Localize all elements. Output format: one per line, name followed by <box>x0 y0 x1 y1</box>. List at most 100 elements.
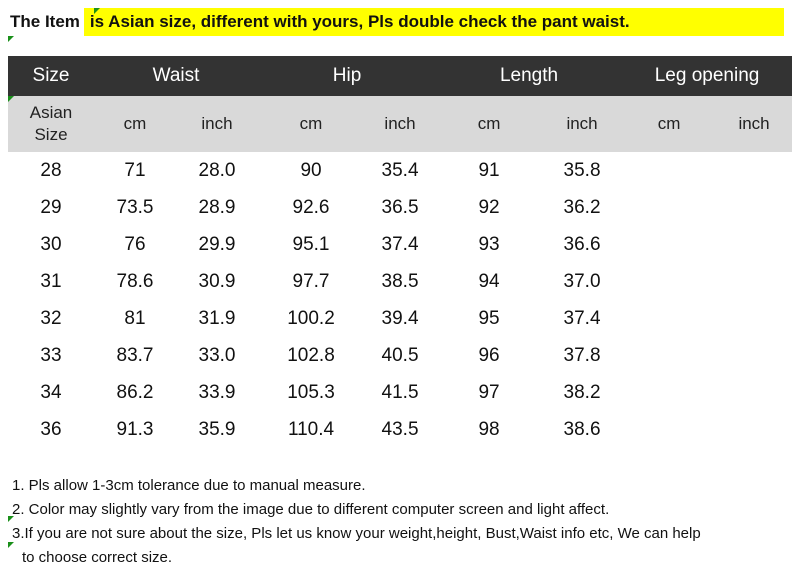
header-leg-opening: Leg opening <box>622 56 793 96</box>
cell-leg-cm <box>622 189 716 226</box>
header-size: Size <box>8 56 94 96</box>
cell-waist-inch: 29.9 <box>198 233 236 255</box>
header-length: Length <box>436 56 623 96</box>
table-header-row: Size Waist Hip Length Leg opening <box>8 56 793 96</box>
cell-size: 30 <box>40 233 62 255</box>
cell-leg-inch <box>716 263 792 300</box>
cell-waist-cm: 86.2 <box>116 381 154 403</box>
cell-hip-inch: 35.4 <box>381 159 419 181</box>
cell-leg-inch <box>716 337 792 374</box>
header-waist: Waist <box>94 56 259 96</box>
cell-waist-cm: 76 <box>124 233 146 255</box>
cell-hip-cm: 92.6 <box>292 196 330 218</box>
notes-section: 1. Pls allow 1-3cm tolerance due to manu… <box>12 474 792 570</box>
cell-leg-inch <box>716 374 792 411</box>
cell-hip-inch: 36.5 <box>381 196 419 218</box>
cell-size: 29 <box>40 196 62 218</box>
cell-marker-icon <box>8 96 14 102</box>
cell-length-inch: 36.2 <box>563 196 601 218</box>
cell-size: 32 <box>40 307 62 329</box>
cell-waist-inch: 33.0 <box>198 344 236 366</box>
cell-marker-icon <box>94 8 100 14</box>
cell-length-cm: 92 <box>478 196 500 218</box>
size-chart-table: Size Waist Hip Length Leg opening Asian … <box>8 56 793 448</box>
note-1: 1. Pls allow 1-3cm tolerance due to manu… <box>12 477 366 494</box>
cell-leg-inch <box>716 226 792 263</box>
cell-hip-inch: 40.5 <box>381 344 419 366</box>
cell-size: 31 <box>40 270 62 292</box>
subheader-length-cm: cm <box>436 96 543 152</box>
cell-waist-inch: 35.9 <box>198 418 236 440</box>
cell-hip-cm: 97.7 <box>292 270 330 292</box>
note-2: 2. Color may slightly vary from the imag… <box>12 501 610 518</box>
cell-length-cm: 93 <box>478 233 500 255</box>
subheader-hip-inch: inch <box>364 96 437 152</box>
cell-leg-inch <box>716 300 792 337</box>
cell-waist-cm: 83.7 <box>116 344 154 366</box>
cell-hip-inch: 37.4 <box>381 233 419 255</box>
table-row: 30 76 29.9 95.1 37.4 93 36.6 <box>8 226 792 263</box>
cell-hip-cm: 100.2 <box>287 307 335 329</box>
subheader-hip-cm: cm <box>258 96 365 152</box>
subheader-waist-cm: cm <box>94 96 176 152</box>
cell-waist-cm: 73.5 <box>116 196 154 218</box>
banner-highlight-text: is Asian size, different with yours, Pls… <box>83 8 784 36</box>
cell-leg-inch <box>716 152 792 189</box>
cell-length-inch: 38.2 <box>563 381 601 403</box>
cell-hip-inch: 43.5 <box>381 418 419 440</box>
table-row: 36 91.3 35.9 110.4 43.5 98 38.6 <box>8 411 792 448</box>
cell-hip-cm: 102.8 <box>287 344 335 366</box>
banner-left-text: The Item <box>10 12 80 31</box>
cell-waist-inch: 30.9 <box>198 270 236 292</box>
note-3: 3.If you are not sure about the size, Pl… <box>12 525 701 542</box>
cell-length-cm: 94 <box>478 270 500 292</box>
cell-length-inch: 37.8 <box>563 344 601 366</box>
cell-length-cm: 91 <box>478 159 500 181</box>
cell-leg-inch <box>716 411 792 448</box>
table-subheader-row: Asian Size cm inch cm inch cm inch cm in… <box>8 96 793 152</box>
cell-leg-cm <box>622 300 716 337</box>
note-3-continued: to choose correct size. <box>22 549 173 566</box>
cell-hip-cm: 110.4 <box>287 418 335 440</box>
cell-waist-inch: 31.9 <box>198 307 236 329</box>
subheader-length-inch: inch <box>542 96 623 152</box>
cell-size: 33 <box>40 344 62 366</box>
cell-hip-inch: 41.5 <box>381 381 419 403</box>
cell-hip-inch: 39.4 <box>381 307 419 329</box>
cell-waist-inch: 28.9 <box>198 196 236 218</box>
cell-length-inch: 37.4 <box>563 307 601 329</box>
table-row: 28 71 28.0 90 35.4 91 35.8 <box>8 152 792 189</box>
cell-length-inch: 37.0 <box>563 270 601 292</box>
table-row: 29 73.5 28.9 92.6 36.5 92 36.2 <box>8 189 792 226</box>
cell-leg-cm <box>622 152 716 189</box>
table-row: 34 86.2 33.9 105.3 41.5 97 38.2 <box>8 374 792 411</box>
cell-length-inch: 35.8 <box>563 159 601 181</box>
table-row: 31 78.6 30.9 97.7 38.5 94 37.0 <box>8 263 792 300</box>
cell-length-cm: 96 <box>478 344 500 366</box>
cell-leg-cm <box>622 337 716 374</box>
cell-leg-cm <box>622 226 716 263</box>
cell-size: 28 <box>40 159 62 181</box>
subheader-waist-inch: inch <box>176 96 259 152</box>
cell-waist-cm: 71 <box>124 159 146 181</box>
cell-marker-icon <box>8 36 14 42</box>
cell-length-inch: 38.6 <box>563 418 601 440</box>
cell-waist-inch: 28.0 <box>198 159 236 181</box>
cell-hip-cm: 95.1 <box>292 233 330 255</box>
subheader-asian-size: Asian Size <box>8 96 94 152</box>
cell-leg-inch <box>716 189 792 226</box>
cell-size: 34 <box>40 381 62 403</box>
cell-length-cm: 98 <box>478 418 500 440</box>
cell-waist-cm: 81 <box>124 307 146 329</box>
cell-length-cm: 95 <box>478 307 500 329</box>
cell-marker-icon <box>8 542 14 548</box>
cell-leg-cm <box>622 263 716 300</box>
cell-length-inch: 36.6 <box>563 233 601 255</box>
cell-leg-cm <box>622 374 716 411</box>
table-row: 32 81 31.9 100.2 39.4 95 37.4 <box>8 300 792 337</box>
cell-waist-cm: 78.6 <box>116 270 154 292</box>
cell-hip-inch: 38.5 <box>381 270 419 292</box>
cell-waist-cm: 91.3 <box>116 418 154 440</box>
cell-length-cm: 97 <box>478 381 500 403</box>
table-row: 33 83.7 33.0 102.8 40.5 96 37.8 <box>8 337 792 374</box>
